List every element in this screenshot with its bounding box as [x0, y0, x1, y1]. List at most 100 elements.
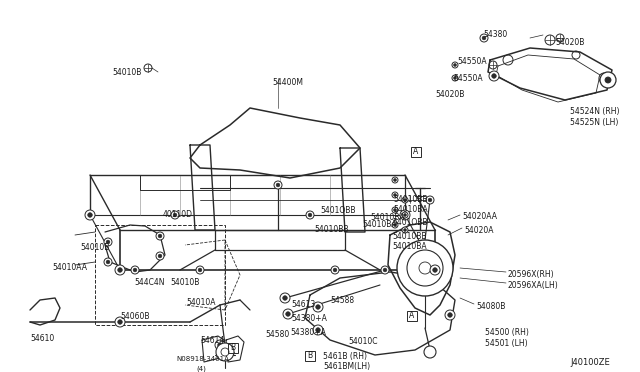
Circle shape [274, 181, 282, 189]
Circle shape [131, 266, 139, 274]
Text: 5461BM(LH): 5461BM(LH) [323, 362, 370, 371]
Text: 54501 (LH): 54501 (LH) [485, 339, 527, 348]
Circle shape [600, 72, 616, 88]
Circle shape [403, 213, 407, 217]
Circle shape [106, 240, 110, 244]
Circle shape [394, 209, 396, 211]
Circle shape [115, 265, 125, 275]
Circle shape [448, 313, 452, 317]
Circle shape [104, 238, 112, 246]
Circle shape [88, 213, 92, 217]
Circle shape [392, 192, 398, 198]
Circle shape [221, 348, 229, 356]
Circle shape [173, 213, 177, 217]
Circle shape [216, 343, 234, 361]
Circle shape [308, 213, 312, 217]
Circle shape [407, 250, 443, 286]
Text: 54010BA: 54010BA [393, 205, 428, 214]
Circle shape [424, 346, 436, 358]
Text: 54550A: 54550A [453, 74, 483, 83]
Text: N08918-3401A: N08918-3401A [176, 356, 229, 362]
Text: 544C4N: 544C4N [134, 278, 164, 287]
Text: (4): (4) [196, 366, 206, 372]
Circle shape [445, 310, 455, 320]
Circle shape [394, 224, 396, 226]
Circle shape [331, 266, 339, 274]
Text: 54010AA: 54010AA [52, 263, 87, 272]
Text: 54588: 54588 [330, 296, 354, 305]
Circle shape [283, 309, 293, 319]
Text: 54010BA: 54010BA [370, 213, 404, 222]
Text: 54400M: 54400M [272, 78, 303, 87]
Text: 54580: 54580 [265, 330, 289, 339]
Text: 20596X(RH): 20596X(RH) [508, 270, 555, 279]
Text: 54380+A: 54380+A [290, 328, 326, 337]
Text: 54550A: 54550A [457, 57, 486, 66]
Circle shape [404, 214, 406, 217]
Circle shape [428, 198, 432, 202]
Circle shape [402, 227, 408, 233]
Circle shape [133, 268, 137, 272]
Circle shape [118, 320, 122, 324]
Circle shape [115, 317, 125, 327]
Circle shape [404, 229, 406, 231]
Circle shape [605, 77, 611, 83]
Bar [228, 343, 238, 353]
Circle shape [106, 260, 110, 264]
Text: 54524N (RH): 54524N (RH) [570, 107, 620, 116]
Circle shape [156, 232, 164, 240]
Circle shape [383, 268, 387, 272]
Circle shape [215, 340, 225, 350]
Bar [305, 351, 315, 361]
Circle shape [392, 177, 398, 183]
Text: 54010BA: 54010BA [392, 242, 427, 251]
Text: 54614: 54614 [200, 336, 224, 345]
Text: A: A [413, 148, 419, 157]
Text: 54010BB: 54010BB [314, 225, 349, 234]
Circle shape [402, 197, 408, 203]
Text: 54020A: 54020A [464, 226, 493, 235]
Text: B: B [230, 343, 236, 353]
Text: 40110D: 40110D [163, 210, 193, 219]
Circle shape [397, 240, 453, 296]
Circle shape [602, 76, 606, 80]
Text: 54010C: 54010C [348, 337, 378, 346]
Circle shape [280, 293, 290, 303]
Circle shape [454, 64, 456, 66]
Text: 5401OBB: 5401OBB [320, 206, 355, 215]
Circle shape [118, 268, 122, 272]
Circle shape [158, 254, 162, 258]
Circle shape [306, 211, 314, 219]
Circle shape [313, 302, 323, 312]
Text: 54010A: 54010A [186, 298, 216, 307]
Circle shape [218, 343, 222, 347]
Circle shape [394, 194, 396, 196]
Bar [411, 147, 421, 157]
Text: 54525N (LH): 54525N (LH) [570, 118, 618, 127]
Text: 54020B: 54020B [555, 38, 584, 47]
Text: 54010B: 54010B [80, 243, 109, 252]
Text: 54020AA: 54020AA [462, 212, 497, 221]
Circle shape [430, 265, 440, 275]
Circle shape [104, 258, 112, 266]
Circle shape [400, 210, 410, 220]
Circle shape [316, 328, 320, 332]
Circle shape [452, 75, 458, 81]
Text: A: A [410, 311, 415, 321]
Bar [95, 225, 225, 325]
Circle shape [599, 73, 609, 83]
Circle shape [480, 34, 488, 42]
Text: 54610: 54610 [30, 334, 54, 343]
Text: 54010BB: 54010BB [392, 232, 426, 241]
Text: 54060B: 54060B [120, 312, 150, 321]
Text: 54500 (RH): 54500 (RH) [485, 328, 529, 337]
Circle shape [392, 207, 398, 213]
Circle shape [276, 183, 280, 187]
Circle shape [196, 266, 204, 274]
Circle shape [419, 262, 431, 274]
Circle shape [285, 312, 291, 316]
Circle shape [452, 62, 458, 68]
Circle shape [492, 74, 496, 78]
Circle shape [156, 252, 164, 260]
Text: B: B [307, 352, 312, 360]
